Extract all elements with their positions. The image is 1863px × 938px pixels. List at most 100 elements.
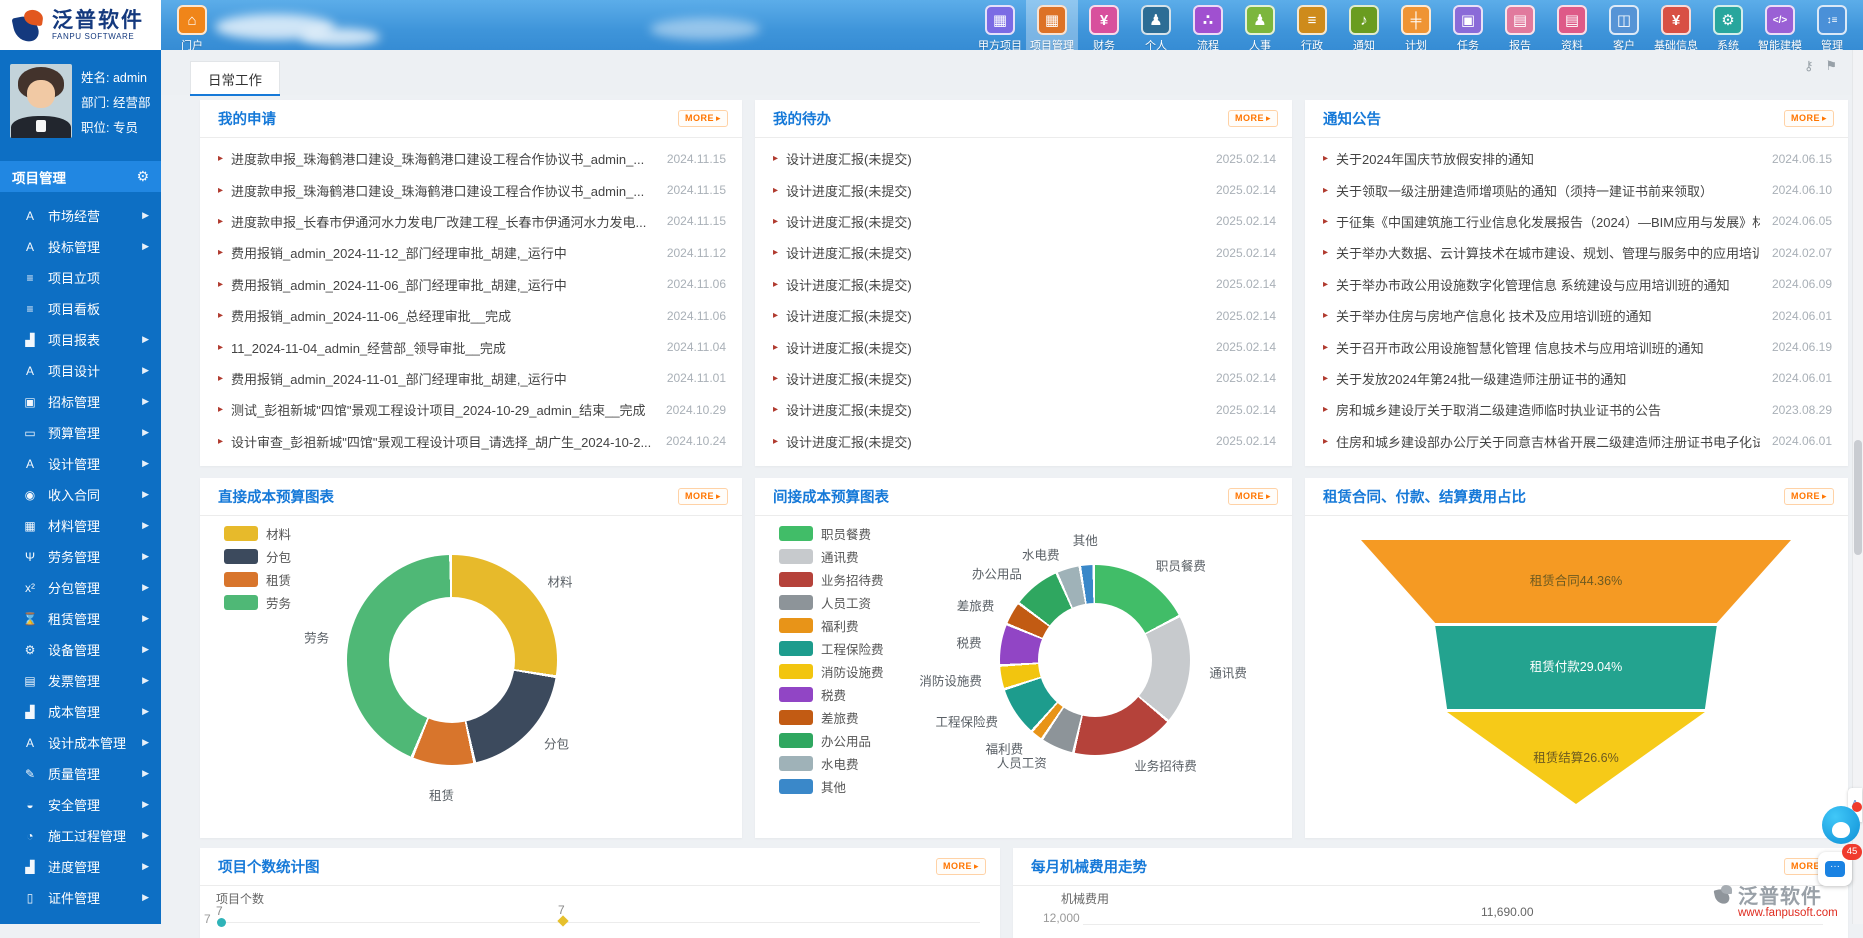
sidebar-item-subcontract-management[interactable]: x²分包管理▶ [0, 572, 161, 603]
notice-item[interactable]: ▸关于召开市政公用设施智慧化管理 信息技术与应用培训班的通知2024.06.19 [1305, 331, 1848, 362]
topnav-item-project-management[interactable]: ▦项目管理 [1026, 0, 1078, 50]
sidebar-item-market-operation[interactable]: A市场经营▶ [0, 200, 161, 231]
application-item[interactable]: ▸测试_彭祖新城"四馆"景观工程设计项目_2024-10-29_admin_结束… [200, 394, 742, 425]
sidebar-item-project-reports[interactable]: ▟项目报表▶ [0, 324, 161, 355]
tab-daily-work[interactable]: 日常工作 [190, 61, 280, 96]
legend-item[interactable]: 工程保险费 [779, 637, 884, 660]
application-item[interactable]: ▸进度款申报_长春市伊通河水力发电厂改建工程_长春市伊通河水力发电...2024… [200, 206, 742, 237]
todo-item[interactable]: ▸设计进度汇报(未提交)2025.02.14 [755, 363, 1292, 394]
legend-item[interactable]: 福利费 [779, 614, 884, 637]
more-button[interactable]: MORE [1784, 110, 1834, 127]
scrollbar-thumb[interactable] [1854, 440, 1862, 555]
application-item[interactable]: ▸设计审查_彭祖新城"四馆"景观工程设计项目_请选择_胡广生_2024-10-2… [200, 426, 742, 457]
todo-item[interactable]: ▸设计进度汇报(未提交)2025.02.14 [755, 300, 1292, 331]
topnav-item-customer[interactable]: ◫客户 [1598, 0, 1650, 50]
sidebar-item-project-initiation[interactable]: ≡项目立项 [0, 262, 161, 293]
application-item[interactable]: ▸费用报销_admin_2024-11-12_部门经理审批_胡建,_运行中202… [200, 237, 742, 268]
legend-item[interactable]: 差旅费 [779, 706, 884, 729]
topnav-item-administration[interactable]: ≡行政 [1286, 0, 1338, 50]
legend-item[interactable]: 租赁 [224, 568, 291, 591]
sidebar-item-material-management[interactable]: ▦材料管理▶ [0, 510, 161, 541]
sidebar-item-rental-management[interactable]: ⌛租赁管理▶ [0, 603, 161, 634]
notice-item[interactable]: ▸关于举办住房与房地产信息化 技术及应用培训班的通知2024.06.01 [1305, 300, 1848, 331]
notice-item[interactable]: ▸关于举办大数据、云计算技术在城市建设、规划、管理与服务中的应用培训班...20… [1305, 237, 1848, 268]
sidebar-item-bidding-management[interactable]: A投标管理▶ [0, 231, 161, 262]
sidebar-item-construction-process-management[interactable]: ◔施工过程管理▶ [0, 820, 161, 851]
legend-item[interactable]: 税费 [779, 683, 884, 706]
topnav-item-hr[interactable]: ♟人事 [1234, 0, 1286, 50]
sidebar-item-income-contract[interactable]: ◉收入合同▶ [0, 479, 161, 510]
application-item[interactable]: ▸费用报销_admin_2024-11-06_部门经理审批_胡建,_运行中202… [200, 269, 742, 300]
todo-item[interactable]: ▸设计进度汇报(未提交)2025.02.14 [755, 331, 1292, 362]
legend-item[interactable]: 办公用品 [779, 729, 884, 752]
topnav-item-personal[interactable]: ♟个人 [1130, 0, 1182, 50]
topnav-item-management[interactable]: ↕≡管理 [1806, 0, 1858, 50]
more-button[interactable]: MORE [1228, 488, 1278, 505]
gear-icon[interactable]: ⚙ [136, 168, 149, 185]
notice-item[interactable]: ▸关于领取一级注册建造师增项贴的通知（须持一建证书前来领取）2024.06.10 [1305, 174, 1848, 205]
topnav-item-portal[interactable]: ⌂ 门户 [168, 5, 216, 53]
sidebar-item-labor-management[interactable]: Ψ劳务管理▶ [0, 541, 161, 572]
sidebar-item-schedule-management[interactable]: ▟进度管理▶ [0, 851, 161, 882]
todo-item[interactable]: ▸设计进度汇报(未提交)2025.02.14 [755, 269, 1292, 300]
sidebar-item-tender-management[interactable]: ▣招标管理▶ [0, 386, 161, 417]
legend-item[interactable]: 分包 [224, 545, 291, 568]
more-button[interactable]: MORE [1784, 488, 1834, 505]
legend-item[interactable]: 消防设施费 [779, 660, 884, 683]
notice-item[interactable]: ▸于征集《中国建筑施工行业信息化发展报告（2024）—BIM应用与发展》材料..… [1305, 206, 1848, 237]
application-item[interactable]: ▸11_2024-11-04_admin_经营部_领导审批__完成2024.11… [200, 331, 742, 362]
funnel-level-2[interactable]: 租赁付款29.04% [1361, 626, 1791, 709]
sidebar-item-design-management[interactable]: A设计管理▶ [0, 448, 161, 479]
funnel-level-3[interactable]: 租赁结算26.6% [1361, 712, 1791, 804]
topnav-item-plan[interactable]: ╪计划 [1390, 0, 1442, 50]
legend-item[interactable]: 人员工资 [779, 591, 884, 614]
legend-item[interactable]: 其他 [779, 775, 884, 798]
application-item[interactable]: ▸费用报销_admin_2024-11-06_总经理审批__完成2024.11.… [200, 300, 742, 331]
sidebar-item-cost-management[interactable]: ▟成本管理▶ [0, 696, 161, 727]
legend-item[interactable]: 职员餐费 [779, 522, 884, 545]
legend-item[interactable]: 业务招待费 [779, 568, 884, 591]
sidebar-item-certificate-management[interactable]: ▯证件管理▶ [0, 882, 161, 913]
sidebar-item-design-cost-management[interactable]: A设计成本管理▶ [0, 727, 161, 758]
more-button[interactable]: MORE [936, 858, 986, 875]
sidebar-item-invoice-management[interactable]: ▤发票管理▶ [0, 665, 161, 696]
key-icon[interactable]: ⚷ [1804, 58, 1814, 74]
more-button[interactable]: MORE [678, 488, 728, 505]
topnav-item-basic-info[interactable]: ¥基础信息 [1650, 0, 1702, 50]
funnel-level-1[interactable]: 租赁合同44.36% [1361, 540, 1791, 623]
notice-item[interactable]: ▸关于举办市政公用设施数字化管理信息 系统建设与应用培训班的通知2024.06.… [1305, 269, 1848, 300]
todo-item[interactable]: ▸设计进度汇报(未提交)2025.02.14 [755, 174, 1292, 205]
todo-item[interactable]: ▸设计进度汇报(未提交)2025.02.14 [755, 237, 1292, 268]
notice-item[interactable]: ▸住房和城乡建设部办公厅关于同意吉林省开展二级建造师注册证书电子化试点...20… [1305, 426, 1848, 457]
application-item[interactable]: ▸进度款申报_珠海鹤港口建设_珠海鹤港口建设工程合作协议书_admin_...2… [200, 143, 742, 174]
topnav-item-notification[interactable]: ♪通知 [1338, 0, 1390, 50]
notice-item[interactable]: ▸关于2024年国庆节放假安排的通知2024.06.15 [1305, 143, 1848, 174]
topnav-item-smart-modeling[interactable]: </>智能建模 [1754, 0, 1806, 50]
pin-icon[interactable]: ⚑ [1826, 58, 1838, 74]
topnav-item-owner-projects[interactable]: ▦甲方项目 [974, 0, 1026, 50]
legend-item[interactable]: 材料 [224, 522, 291, 545]
todo-item[interactable]: ▸设计进度汇报(未提交)2025.02.14 [755, 206, 1292, 237]
topnav-item-documents[interactable]: ▤资料 [1546, 0, 1598, 50]
sidebar-item-project-board[interactable]: ≡项目看板 [0, 293, 161, 324]
todo-item[interactable]: ▸设计进度汇报(未提交)2025.02.14 [755, 394, 1292, 425]
todo-item[interactable]: ▸设计进度汇报(未提交)2025.02.14 [755, 426, 1292, 457]
application-item[interactable]: ▸进度款申报_珠海鹤港口建设_珠海鹤港口建设工程合作协议书_admin_...2… [200, 174, 742, 205]
sidebar-item-equipment-management[interactable]: ⚙设备管理▶ [0, 634, 161, 665]
notice-item[interactable]: ▸房和城乡建设厅关于取消二级建造师临时执业证书的公告2023.08.29 [1305, 394, 1848, 425]
legend-item[interactable]: 劳务 [224, 591, 291, 614]
application-item[interactable]: ▸费用报销_admin_2024-11-01_部门经理审批_胡建,_运行中202… [200, 363, 742, 394]
sidebar-item-project-design[interactable]: A项目设计▶ [0, 355, 161, 386]
topnav-item-finance[interactable]: ¥财务 [1078, 0, 1130, 50]
sidebar-item-quality-management[interactable]: ✎质量管理▶ [0, 758, 161, 789]
topnav-item-task[interactable]: ▣任务 [1442, 0, 1494, 50]
notice-item[interactable]: ▸关于发放2024年第24批一级建造师注册证书的通知2024.06.01 [1305, 363, 1848, 394]
sidebar-item-budget-management[interactable]: ▭预算管理▶ [0, 417, 161, 448]
topnav-item-workflow[interactable]: ∴流程 [1182, 0, 1234, 50]
topnav-item-report[interactable]: ▤报告 [1494, 0, 1546, 50]
legend-item[interactable]: 水电费 [779, 752, 884, 775]
more-button[interactable]: MORE [1228, 110, 1278, 127]
sidebar-item-safety-management[interactable]: ◒安全管理▶ [0, 789, 161, 820]
more-button[interactable]: MORE [678, 110, 728, 127]
topnav-item-system[interactable]: ⚙系统 [1702, 0, 1754, 50]
